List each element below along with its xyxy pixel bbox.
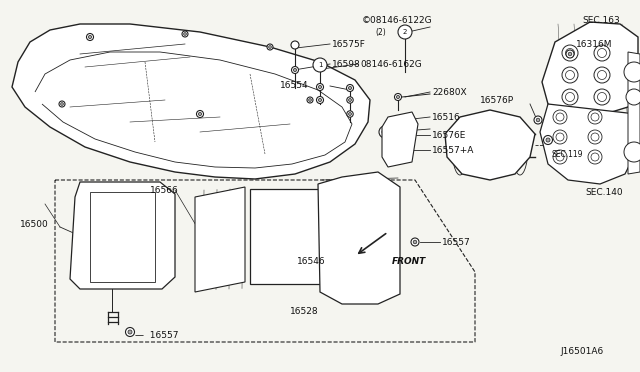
Polygon shape <box>628 52 640 174</box>
Circle shape <box>562 45 578 61</box>
Circle shape <box>198 112 202 116</box>
Polygon shape <box>70 182 175 289</box>
Polygon shape <box>195 187 245 292</box>
Circle shape <box>588 110 602 124</box>
Circle shape <box>347 97 353 103</box>
Circle shape <box>347 111 353 117</box>
Circle shape <box>588 130 602 144</box>
Circle shape <box>125 327 134 337</box>
Circle shape <box>394 93 401 100</box>
Text: 1: 1 <box>317 62 323 68</box>
Circle shape <box>59 101 65 107</box>
Circle shape <box>624 62 640 82</box>
Circle shape <box>396 96 399 99</box>
Text: 16575F: 16575F <box>332 39 366 48</box>
Circle shape <box>182 31 188 37</box>
Circle shape <box>291 67 298 74</box>
Circle shape <box>349 99 351 102</box>
Circle shape <box>396 146 404 154</box>
Text: ©08146-6122G: ©08146-6122G <box>362 16 433 25</box>
Circle shape <box>553 130 567 144</box>
Circle shape <box>534 116 542 124</box>
Circle shape <box>398 118 402 122</box>
Polygon shape <box>12 24 370 179</box>
Circle shape <box>568 52 572 56</box>
Circle shape <box>543 135 552 144</box>
Circle shape <box>313 58 327 72</box>
Circle shape <box>269 46 271 48</box>
Circle shape <box>594 45 610 61</box>
Text: —  16557: — 16557 <box>135 331 179 340</box>
Text: FRONT: FRONT <box>392 257 426 266</box>
Circle shape <box>348 86 351 90</box>
Circle shape <box>626 89 640 105</box>
Polygon shape <box>540 104 636 184</box>
Text: 16316M: 16316M <box>576 39 612 48</box>
Text: 16557+A: 16557+A <box>432 145 474 154</box>
Circle shape <box>319 99 321 102</box>
Circle shape <box>397 131 403 138</box>
Circle shape <box>267 44 273 50</box>
Circle shape <box>293 68 296 71</box>
Circle shape <box>382 129 388 135</box>
Text: 22680X: 22680X <box>432 87 467 96</box>
Circle shape <box>308 99 311 101</box>
Circle shape <box>553 150 567 164</box>
Text: 16500: 16500 <box>20 219 49 228</box>
Circle shape <box>536 118 540 122</box>
Circle shape <box>317 83 323 90</box>
Circle shape <box>184 33 186 35</box>
Text: 16528: 16528 <box>290 308 319 317</box>
Circle shape <box>562 89 578 105</box>
Polygon shape <box>542 22 638 116</box>
Circle shape <box>624 142 640 162</box>
Text: (2): (2) <box>375 28 386 36</box>
Circle shape <box>594 89 610 105</box>
Circle shape <box>546 138 550 142</box>
Circle shape <box>396 116 404 124</box>
Text: SEC.163: SEC.163 <box>582 16 620 25</box>
Circle shape <box>307 97 313 103</box>
Text: SEC.119: SEC.119 <box>552 150 584 158</box>
Polygon shape <box>318 172 400 304</box>
Circle shape <box>411 238 419 246</box>
Text: 16516: 16516 <box>432 112 461 122</box>
Polygon shape <box>250 189 340 284</box>
Circle shape <box>413 240 417 244</box>
Circle shape <box>588 150 602 164</box>
Circle shape <box>553 110 567 124</box>
Circle shape <box>594 67 610 83</box>
Circle shape <box>349 113 351 115</box>
Text: 16566: 16566 <box>150 186 179 195</box>
Circle shape <box>346 84 353 92</box>
Polygon shape <box>445 110 535 180</box>
Circle shape <box>398 25 412 39</box>
Polygon shape <box>382 112 418 167</box>
Circle shape <box>196 110 204 118</box>
Circle shape <box>128 330 132 334</box>
Text: SEC.140: SEC.140 <box>585 187 623 196</box>
Circle shape <box>398 148 402 152</box>
Text: 16598: 16598 <box>332 60 361 68</box>
Circle shape <box>88 35 92 39</box>
Circle shape <box>566 50 574 58</box>
Text: 16546: 16546 <box>297 257 326 266</box>
Text: 16576E: 16576E <box>432 131 467 140</box>
Circle shape <box>562 67 578 83</box>
Text: 16554: 16554 <box>280 80 308 90</box>
Text: 16576P: 16576P <box>480 96 514 105</box>
Circle shape <box>379 126 391 138</box>
Circle shape <box>86 33 93 41</box>
Text: 2: 2 <box>403 29 407 35</box>
Circle shape <box>291 41 299 49</box>
Circle shape <box>61 103 63 105</box>
Circle shape <box>317 96 323 103</box>
Text: 16557: 16557 <box>442 237 471 247</box>
Text: 08146-6162G: 08146-6162G <box>360 60 422 68</box>
Circle shape <box>319 86 321 89</box>
Text: J16501A6: J16501A6 <box>560 347 604 356</box>
